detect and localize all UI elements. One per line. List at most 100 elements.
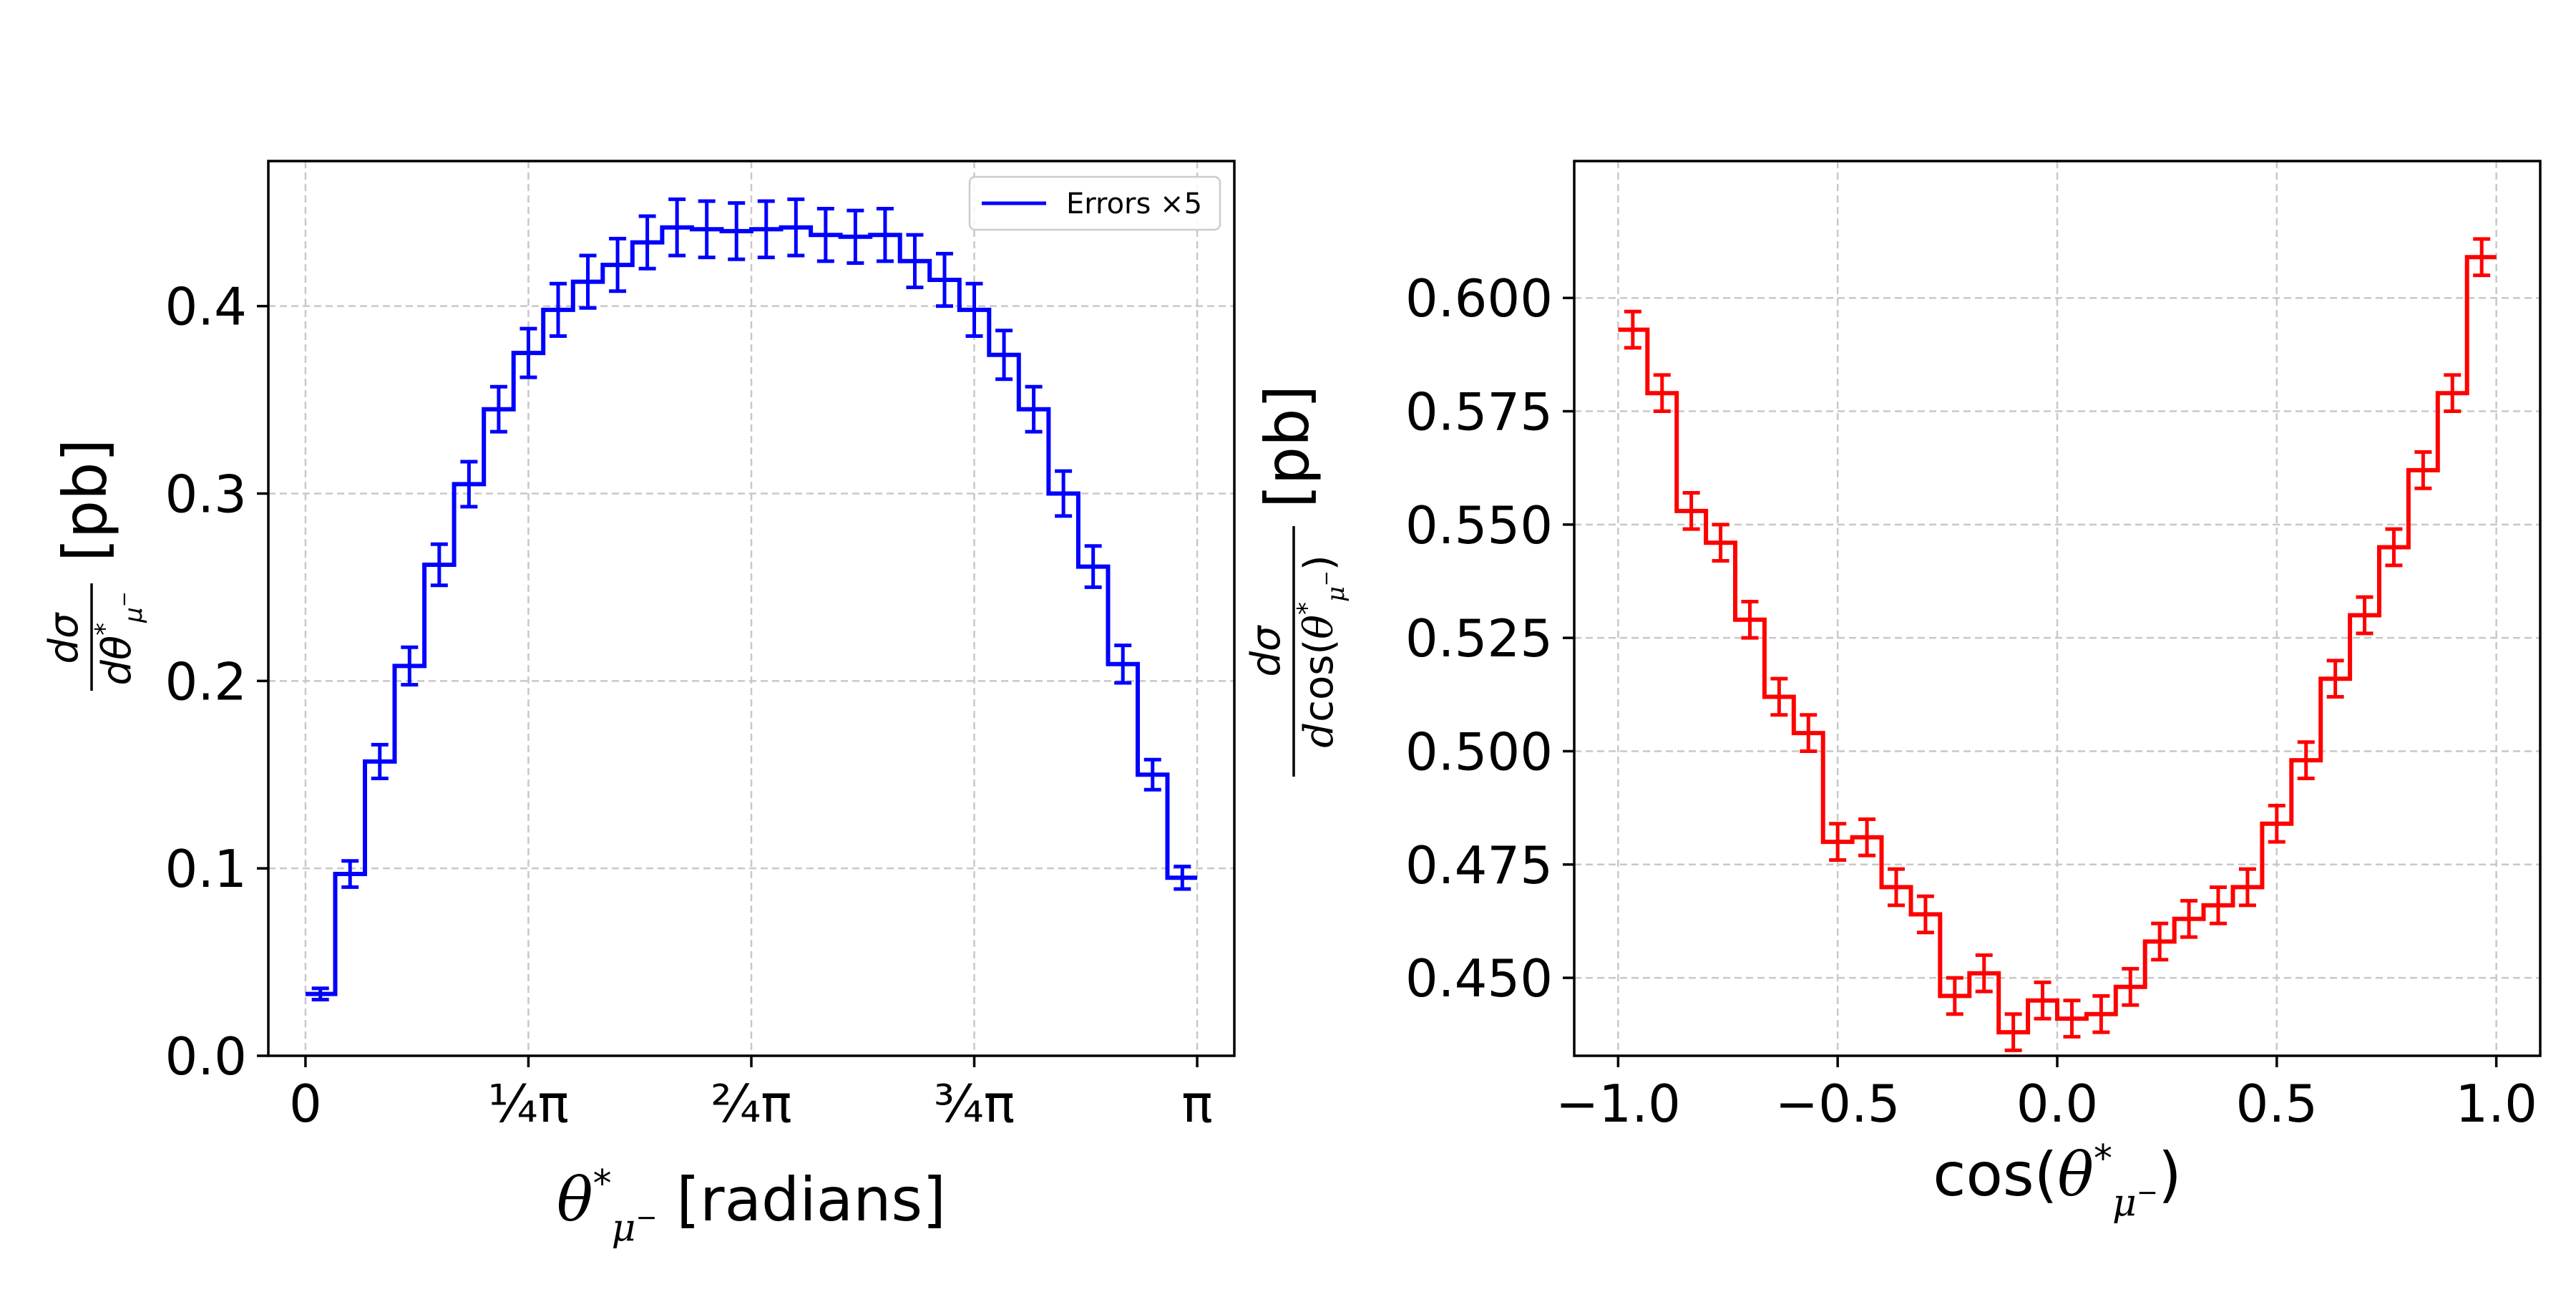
y-tick-label: 0.550	[1405, 495, 1553, 555]
error-bar	[906, 233, 924, 289]
error-bar	[2385, 527, 2403, 568]
series-cos-theta	[1618, 237, 2497, 1052]
error-bar	[816, 207, 834, 263]
x-tick-label: 0.5	[2236, 1074, 2318, 1134]
x-tick-label: −1.0	[1556, 1074, 1681, 1134]
y-tick-label: 0.3	[165, 464, 247, 524]
svg-text:[pb]: [pb]	[50, 439, 120, 562]
y-tick-label: 0.600	[1405, 268, 1553, 329]
y-tick-label: 0.1	[165, 839, 247, 899]
legend-frame	[968, 175, 1221, 231]
error-bar	[2238, 867, 2256, 908]
x-axis-label: cos(θ*μ−)	[1933, 1137, 2181, 1225]
y-tick-label: 0.450	[1405, 948, 1553, 1009]
error-bar	[519, 326, 537, 379]
error-bar	[579, 253, 597, 310]
step-line	[305, 225, 1198, 996]
grid-lines	[268, 161, 1234, 1057]
series-errors-x5	[305, 197, 1198, 1001]
error-bar	[1174, 865, 1191, 891]
x-tick-label: 0	[289, 1074, 322, 1134]
error-bar	[2209, 885, 2227, 926]
error-bar	[2004, 1012, 2022, 1052]
error-bar	[489, 384, 507, 434]
error-bar	[965, 281, 983, 339]
y-axis-label: dσ dcos(θ*μ−) [pb]	[1243, 385, 1350, 777]
error-bar	[995, 329, 1013, 382]
error-bar	[609, 236, 627, 293]
error-bar	[371, 742, 389, 780]
y-tick-label: 0.0	[165, 1026, 247, 1087]
error-bar	[2414, 450, 2432, 490]
error-bar	[2473, 237, 2491, 278]
error-bar	[668, 197, 686, 258]
error-bar	[847, 208, 864, 265]
svg-text:dcos(θ*μ−): dcos(θ*μ−)	[1292, 555, 1350, 747]
svg-text:dθ*μ−: dθ*μ−	[90, 591, 148, 685]
svg-text:dσ: dσ	[1243, 625, 1289, 677]
error-bar	[2444, 373, 2462, 414]
error-bar	[2063, 999, 2081, 1039]
y-tick-label: 0.2	[165, 651, 247, 711]
y-axis-label: dσ dθ*μ− [pb]	[41, 439, 148, 691]
grid-lines	[1574, 161, 2540, 1056]
error-bar	[1712, 523, 1729, 563]
error-bar	[1916, 894, 1934, 935]
error-bar	[1025, 384, 1043, 434]
error-bar	[2151, 921, 2169, 962]
error-bar	[550, 281, 567, 339]
error-bar	[2180, 898, 2198, 939]
error-bar	[2297, 740, 2315, 780]
error-bar	[1741, 600, 1759, 640]
svg-text:[pb]: [pb]	[1252, 385, 1322, 508]
x-tick-label: ²⁄₄π	[711, 1074, 791, 1134]
error-bar	[1800, 713, 1818, 753]
x-tick-label: π	[1181, 1074, 1212, 1134]
error-bar	[698, 199, 716, 260]
error-bar	[1858, 817, 1876, 858]
error-bar	[1829, 822, 1847, 862]
y-tick-label: 0.525	[1405, 608, 1553, 669]
error-bar	[876, 207, 894, 263]
error-bar	[2092, 994, 2110, 1034]
y-tick-label: 0.4	[165, 277, 247, 337]
step-line	[1618, 255, 2497, 1035]
error-bar	[1653, 373, 1671, 414]
x-tick-label: −0.5	[1775, 1074, 1901, 1134]
error-bar	[311, 986, 329, 1001]
svg-text:dσ: dσ	[41, 612, 87, 664]
error-bar	[1770, 676, 1788, 717]
x-tick-label: 0.0	[2016, 1074, 2099, 1134]
y-tick-label: 0.575	[1405, 382, 1553, 442]
error-bar	[728, 201, 746, 261]
theta-distribution-panel: 0 ¼π ²⁄₄π ¾π π 0.0 0.1 0.2 0.3 0.4 Errors ×5 θ*μ−…	[41, 160, 1236, 1250]
x-tick-label: ¼π	[488, 1074, 569, 1134]
error-bar	[2034, 980, 2051, 1021]
error-bar	[1888, 867, 1906, 908]
error-bar	[2326, 659, 2344, 699]
x-tick-label: ¾π	[934, 1074, 1015, 1134]
error-bar	[341, 859, 359, 889]
x-axis-label: θ*μ− [radians]	[557, 1162, 946, 1250]
error-bar	[757, 199, 775, 260]
error-bar	[787, 197, 805, 258]
error-bar	[2122, 966, 2140, 1007]
cos-theta-distribution-panel: −1.0 −0.5 0.0 0.5 1.0 0.450 0.475 0.500 0.525 0.5…	[1243, 160, 2542, 1225]
error-bar	[460, 460, 478, 509]
error-bar	[1624, 309, 1641, 350]
y-tick-label: 0.475	[1405, 835, 1553, 895]
error-bar	[2268, 803, 2285, 844]
error-bar	[2356, 595, 2373, 636]
axis-ticks: −1.0 −0.5 0.0 0.5 1.0 0.450 0.475 0.500 0.525 0.5…	[1405, 268, 2537, 1134]
error-bar	[1055, 469, 1073, 518]
error-bar	[638, 214, 656, 271]
error-bar	[401, 645, 419, 687]
legend-entry: Errors ×5	[1066, 188, 1202, 220]
error-bar	[1682, 491, 1700, 531]
error-bar	[1975, 953, 1993, 994]
error-bar	[430, 542, 448, 588]
error-bar	[1143, 757, 1161, 792]
error-bar	[1946, 976, 1963, 1016]
